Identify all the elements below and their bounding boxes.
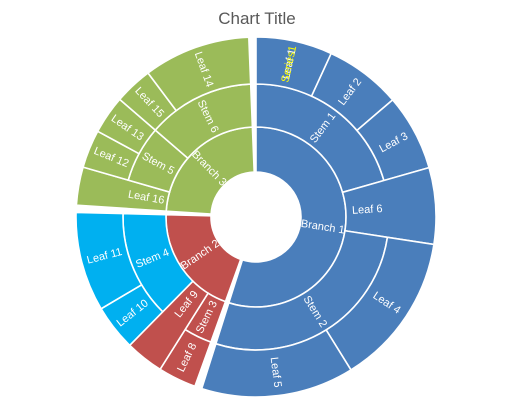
segment-leaf-5[interactable] xyxy=(200,328,353,398)
chart-title: Chart Title xyxy=(218,9,296,28)
segment-leaf-11[interactable] xyxy=(75,211,143,310)
segment-label-leaf-6: Leaf 6 xyxy=(352,203,383,217)
segment-label-leaf-5: Leaf 5 xyxy=(268,356,284,388)
segment-leaf-14[interactable] xyxy=(146,36,252,112)
